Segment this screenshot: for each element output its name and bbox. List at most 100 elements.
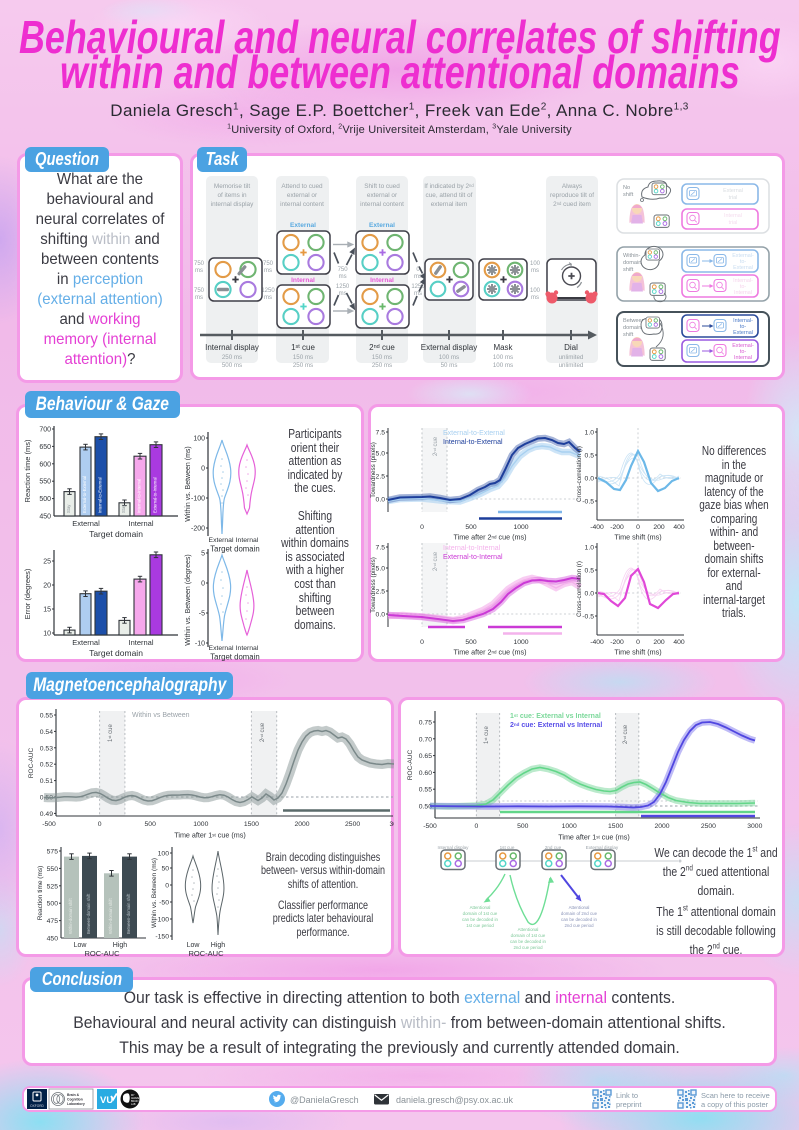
svg-text:1st cue: 1st cue <box>107 724 114 742</box>
svg-text:Time shift (ms): Time shift (ms) <box>614 533 661 542</box>
svg-text:External-to-Internal: External-to-Internal <box>443 554 503 561</box>
svg-text:external item: external item <box>431 201 468 208</box>
svg-text:ms: ms <box>414 274 422 280</box>
svg-text:Internal-to-External: Internal-to-External <box>443 439 503 446</box>
svg-text:can be decoded in: can be decoded in <box>561 917 597 922</box>
svg-text:can be decoded in: can be decoded in <box>462 917 498 922</box>
svg-text:Time after 1st cue (ms): Time after 1st cue (ms) <box>558 833 630 842</box>
svg-text:External: External <box>209 537 234 544</box>
svg-text:Link to: Link to <box>616 1091 638 1100</box>
svg-text:-100: -100 <box>191 496 205 503</box>
svg-text:External-: External- <box>732 343 754 349</box>
svg-text:0: 0 <box>636 524 640 531</box>
svg-text:500: 500 <box>465 639 477 646</box>
svg-text:2nd cue: 2nd cue <box>432 436 439 456</box>
svg-text:0.55: 0.55 <box>40 713 53 720</box>
svg-text:unlimited: unlimited <box>559 354 584 361</box>
svg-text:Internal-: Internal- <box>733 318 753 324</box>
svg-text:domain of 2nd cue: domain of 2nd cue <box>561 911 598 916</box>
svg-text:External: External <box>290 222 316 229</box>
svg-text:Memorise tilt: Memorise tilt <box>214 183 250 190</box>
svg-text:Internal: Internal <box>724 213 742 219</box>
svg-text:1st cue: 1st cue <box>291 343 315 352</box>
svg-text:5: 5 <box>201 551 205 558</box>
svg-text:25: 25 <box>43 559 51 566</box>
svg-text:Within vs Between: Within vs Between <box>132 712 190 719</box>
svg-text:Within vs. Between (ms): Within vs. Between (ms) <box>185 446 192 521</box>
svg-text:Stay: Stay <box>121 504 126 513</box>
svg-text:Time shift (ms): Time shift (ms) <box>614 648 661 657</box>
svg-text:1250: 1250 <box>336 284 350 290</box>
svg-text:-400: -400 <box>590 524 604 531</box>
svg-text:External-to-External: External-to-External <box>82 476 87 513</box>
svg-text:Internal display: Internal display <box>205 343 259 352</box>
svg-text:AMAZE: AMAZE <box>131 1097 140 1100</box>
svg-text:1st cue: 1st cue <box>500 845 515 850</box>
svg-text:1250: 1250 <box>411 284 425 290</box>
svg-text:750: 750 <box>194 261 205 267</box>
svg-text:internal display: internal display <box>211 201 254 208</box>
svg-text:0.0: 0.0 <box>585 591 595 598</box>
svg-text:500: 500 <box>47 901 59 908</box>
svg-text:0: 0 <box>201 466 205 473</box>
svg-text:3000: 3000 <box>389 821 394 828</box>
svg-text:-50: -50 <box>159 900 169 907</box>
svg-text:trial: trial <box>729 195 738 201</box>
svg-text:750: 750 <box>338 267 349 273</box>
svg-text:2.5: 2.5 <box>376 589 386 596</box>
svg-text:Internal: Internal <box>734 290 752 296</box>
svg-text:0.49: 0.49 <box>40 811 53 818</box>
svg-text:BRAIN: BRAIN <box>131 1100 139 1103</box>
svg-text:2nd cue: 2nd cue <box>369 343 395 352</box>
svg-text:0.54: 0.54 <box>40 729 53 736</box>
svg-text:Scan here to receive: Scan here to receive <box>701 1091 770 1100</box>
svg-text:ms: ms <box>531 268 539 274</box>
svg-text:0.0: 0.0 <box>376 612 386 619</box>
svg-text:Mask: Mask <box>493 343 513 352</box>
svg-text:Attentional: Attentional <box>518 927 539 932</box>
svg-text:50 ms: 50 ms <box>441 362 458 369</box>
svg-text:100: 100 <box>530 288 541 294</box>
svg-text:Reaction time (ms): Reaction time (ms) <box>37 866 44 921</box>
svg-text:External: External <box>733 330 753 336</box>
svg-text:475: 475 <box>47 918 59 925</box>
svg-text:100: 100 <box>530 261 541 267</box>
svg-text:3000: 3000 <box>747 823 762 830</box>
svg-text:-200: -200 <box>610 639 624 646</box>
svg-text:150 ms: 150 ms <box>293 354 313 361</box>
svg-text:Within vs. Between (ms): Within vs. Between (ms) <box>151 858 158 928</box>
svg-text:OXFORD: OXFORD <box>30 1104 44 1108</box>
svg-text:ms: ms <box>195 295 203 301</box>
svg-text:External: External <box>72 519 100 528</box>
svg-text:700: 700 <box>39 427 51 434</box>
svg-text:2nd cue: 2nd cue <box>259 722 266 742</box>
svg-text:Within-: Within- <box>623 253 641 259</box>
svg-text:External-to-Internal: External-to-Internal <box>153 477 158 513</box>
svg-text:Time after 2nd cue (ms): Time after 2nd cue (ms) <box>453 533 526 542</box>
svg-text:of items in: of items in <box>217 192 247 199</box>
svg-text:Attentional: Attentional <box>470 905 491 910</box>
svg-text:100 ms: 100 ms <box>493 362 513 369</box>
svg-text:External: External <box>209 645 234 652</box>
svg-text:0.75: 0.75 <box>419 720 432 727</box>
svg-text:Internal: Internal <box>734 355 752 361</box>
svg-text:5.0: 5.0 <box>376 566 386 573</box>
svg-text:2nd cue: External vs Internal: 2nd cue: External vs Internal <box>510 722 602 730</box>
svg-text:Internal: Internal <box>370 277 394 284</box>
svg-text:ms: ms <box>531 295 539 301</box>
svg-text:1000: 1000 <box>562 823 577 830</box>
svg-text:Target domain: Target domain <box>89 648 143 658</box>
svg-text:1500: 1500 <box>608 823 623 830</box>
svg-text:Brain &: Brain & <box>67 1093 80 1097</box>
svg-text:1250: 1250 <box>261 288 275 294</box>
svg-text:trial: trial <box>729 220 738 226</box>
svg-text:2500: 2500 <box>345 821 360 828</box>
svg-text:750: 750 <box>194 288 205 294</box>
svg-text:0.60: 0.60 <box>419 770 432 777</box>
svg-text:1000: 1000 <box>193 821 208 828</box>
svg-text:250 ms: 250 ms <box>293 362 313 369</box>
svg-text:ROC-AUC: ROC-AUC <box>407 750 414 781</box>
svg-text:500 ms: 500 ms <box>222 362 242 369</box>
svg-text:1500: 1500 <box>244 821 259 828</box>
svg-text:600: 600 <box>39 461 51 468</box>
